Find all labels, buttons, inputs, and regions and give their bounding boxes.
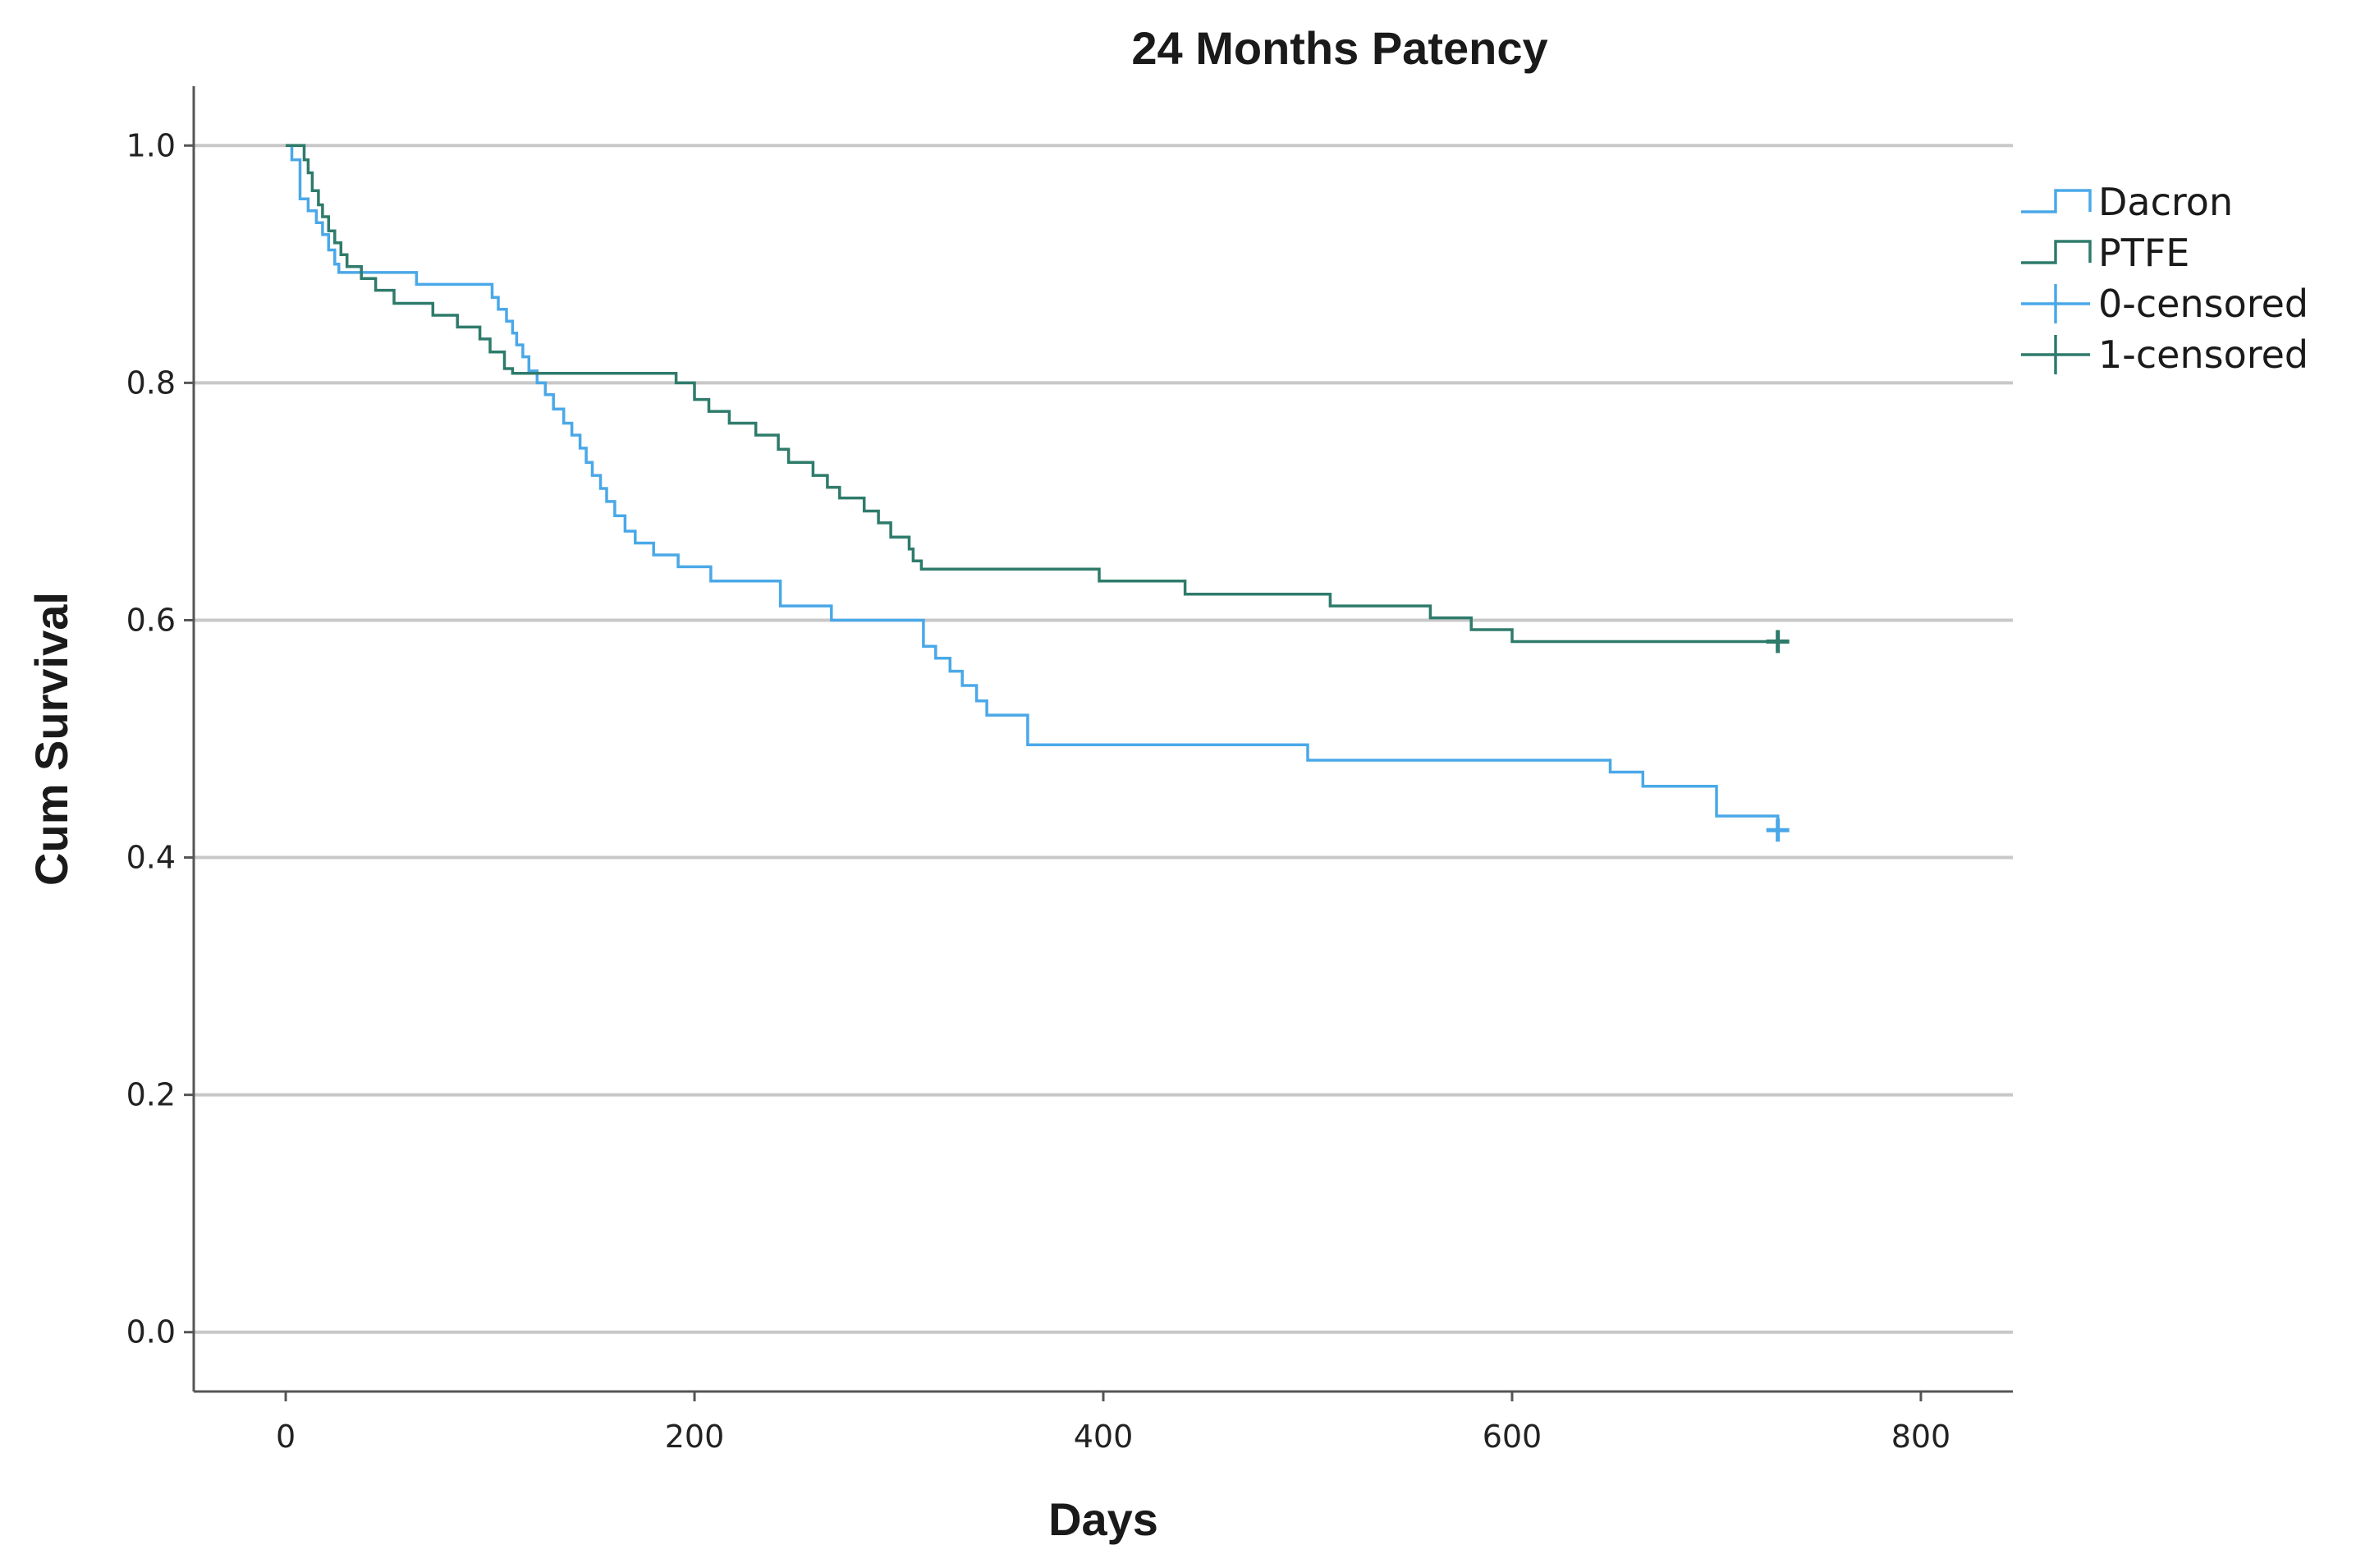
legend-label: 1-censored bbox=[2098, 332, 2308, 377]
censor-mark-dacron bbox=[1766, 818, 1790, 842]
legend-item-dacron: Dacron bbox=[2021, 180, 2233, 224]
series-line-ptfe bbox=[286, 144, 1778, 644]
y-axis-ticks: 0.0 0.2 0.4 0.6 0.8 1.0 bbox=[126, 127, 194, 1350]
x-axis-ticks: 0 200 400 600 800 bbox=[276, 1391, 1950, 1455]
legend: Dacron PTFE 0-censored 1-censored bbox=[2021, 180, 2308, 377]
legend-swatch-line bbox=[2021, 240, 2092, 264]
series-layer bbox=[286, 144, 1790, 842]
censor-mark-ptfe bbox=[1766, 630, 1790, 653]
y-tick-label: 0.6 bbox=[126, 602, 176, 638]
legend-label: Dacron bbox=[2098, 180, 2233, 224]
y-tick-label: 1.0 bbox=[126, 127, 176, 163]
legend-item-0-censored: 0-censored bbox=[2021, 282, 2308, 326]
x-tick-label: 800 bbox=[1891, 1419, 1951, 1455]
series-line-dacron bbox=[286, 144, 1780, 831]
legend-item-ptfe: PTFE bbox=[2021, 231, 2189, 275]
x-tick-label: 600 bbox=[1483, 1419, 1542, 1455]
y-axis-title: Cum Survival bbox=[25, 592, 77, 886]
y-tick-label: 0.4 bbox=[126, 840, 176, 876]
chart-title: 24 Months Patency bbox=[1131, 22, 1547, 74]
legend-swatch-line bbox=[2021, 189, 2092, 213]
x-tick-label: 400 bbox=[1074, 1419, 1134, 1455]
x-tick-label: 200 bbox=[665, 1419, 725, 1455]
x-axis-title: Days bbox=[1048, 1493, 1158, 1545]
legend-label: PTFE bbox=[2098, 231, 2189, 275]
y-tick-label: 0.8 bbox=[126, 364, 176, 401]
x-tick-label: 0 bbox=[276, 1419, 296, 1455]
legend-item-1-censored: 1-censored bbox=[2021, 332, 2308, 377]
legend-label: 0-censored bbox=[2098, 282, 2308, 326]
gridlines bbox=[194, 144, 2013, 1334]
y-tick-label: 0.2 bbox=[126, 1077, 176, 1113]
y-tick-label: 0.0 bbox=[126, 1314, 176, 1350]
